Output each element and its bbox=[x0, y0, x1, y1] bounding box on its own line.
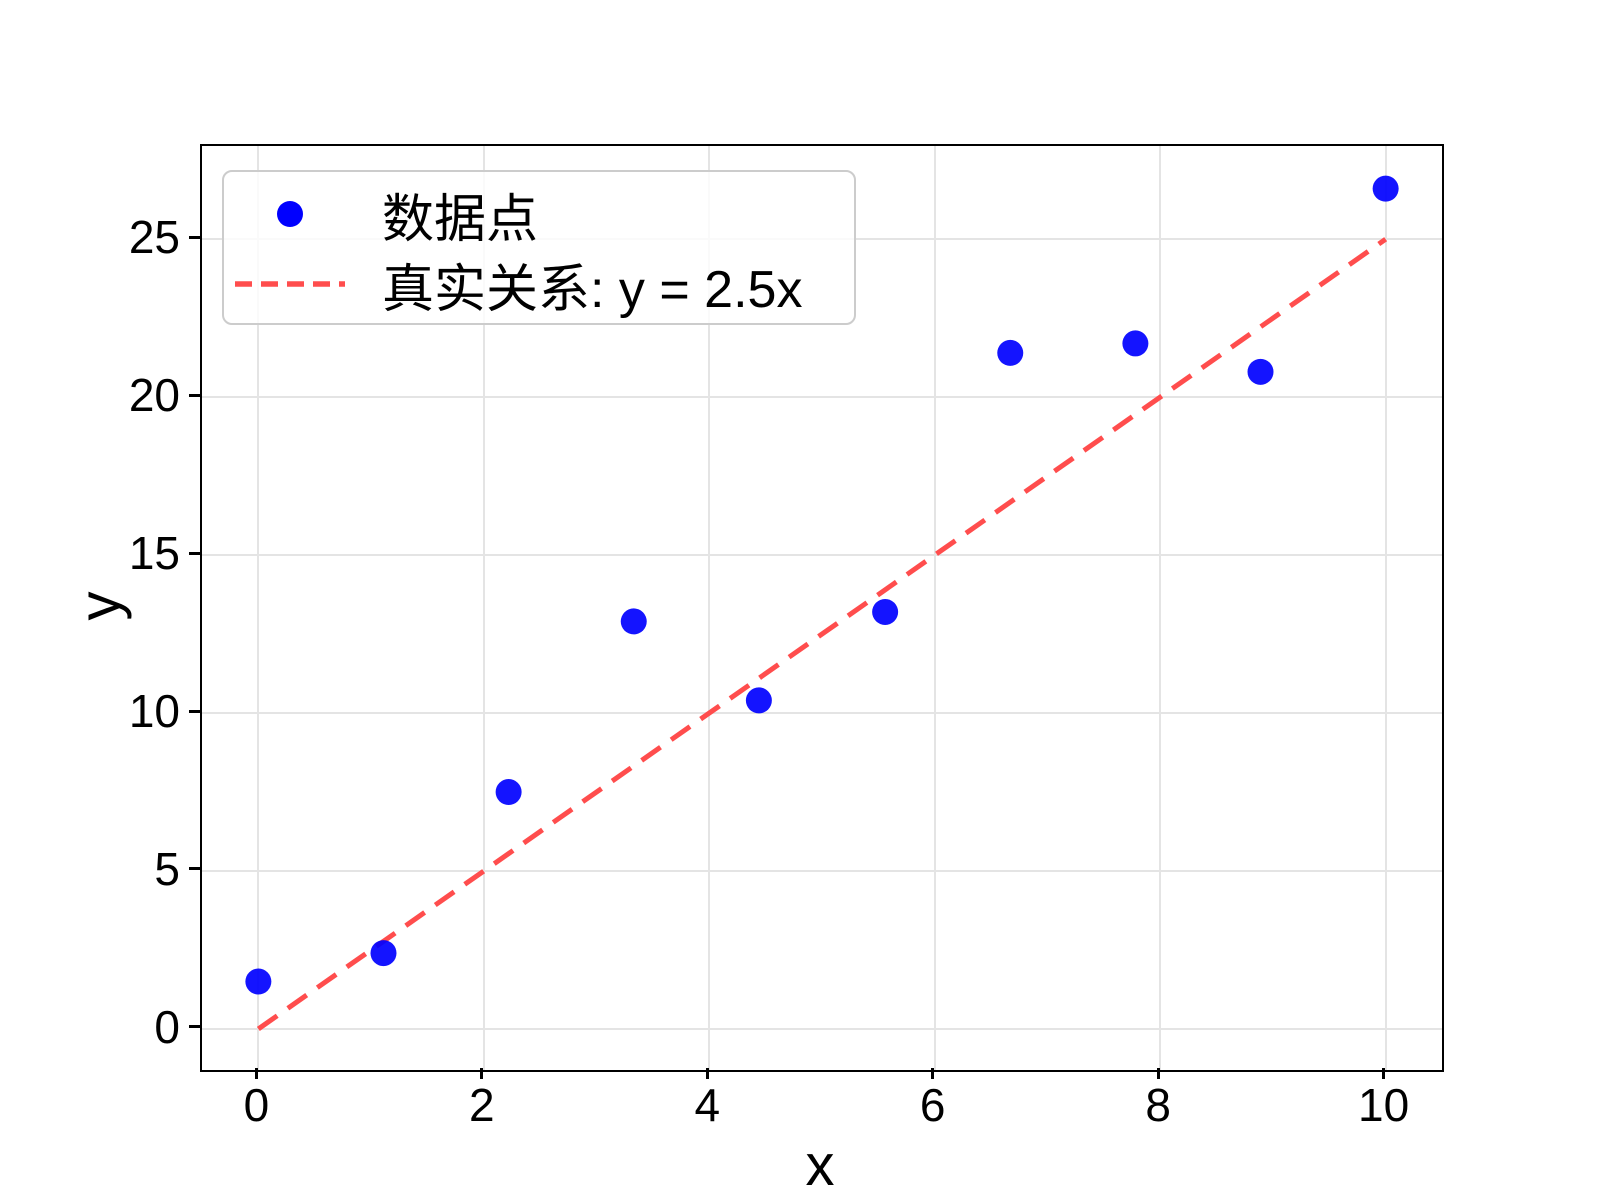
gridline-horizontal bbox=[202, 1027, 1442, 1030]
gridline-horizontal bbox=[202, 869, 1442, 872]
data-point bbox=[745, 687, 772, 714]
data-point bbox=[1122, 330, 1149, 357]
legend-label-true-relation: 真实关系: y = 2.5x bbox=[382, 260, 803, 319]
y-tick-label: 25 bbox=[128, 211, 180, 264]
chart-canvas bbox=[245, 175, 1399, 1031]
gridline-horizontal bbox=[202, 554, 1442, 557]
y-tick-mark bbox=[189, 709, 200, 713]
gridline-vertical bbox=[708, 146, 711, 1070]
x-tick-mark bbox=[1156, 1068, 1160, 1079]
y-tick-label: 0 bbox=[154, 1000, 180, 1053]
x-tick-mark bbox=[254, 1068, 258, 1079]
x-tick-mark bbox=[480, 1068, 484, 1079]
gridline-vertical bbox=[933, 146, 936, 1070]
x-tick-label: 6 bbox=[919, 1079, 946, 1131]
data-point bbox=[1247, 358, 1274, 385]
x-tick-mark bbox=[705, 1068, 709, 1079]
data-point bbox=[997, 339, 1024, 366]
y-tick-mark bbox=[189, 393, 200, 397]
x-tick-mark bbox=[931, 1068, 935, 1079]
y-tick-label: 15 bbox=[128, 527, 180, 580]
x-tick-label: 2 bbox=[469, 1079, 495, 1131]
y-tick-label: 5 bbox=[154, 842, 180, 895]
x-tick-label: 10 bbox=[1358, 1079, 1410, 1131]
y-tick-mark bbox=[189, 551, 200, 555]
gridline-horizontal bbox=[202, 396, 1442, 399]
legend-marker-box bbox=[224, 201, 356, 227]
y-tick-mark bbox=[189, 867, 200, 871]
y-tick-mark bbox=[189, 1025, 200, 1029]
gridline-horizontal bbox=[202, 712, 1442, 715]
data-point bbox=[495, 779, 522, 806]
data-point bbox=[370, 940, 397, 967]
x-axis-label: x bbox=[805, 1133, 835, 1198]
y-tick-mark bbox=[189, 235, 200, 239]
data-point bbox=[872, 598, 899, 625]
legend: 数据点 真实关系: y = 2.5x bbox=[222, 170, 856, 325]
legend-label-data-points: 数据点 bbox=[382, 190, 539, 249]
gridline-vertical bbox=[1384, 146, 1387, 1070]
gridline-vertical bbox=[257, 146, 260, 1070]
legend-entry-true-relation: 真实关系: y = 2.5x bbox=[224, 249, 854, 319]
legend-marker-box bbox=[224, 279, 356, 289]
y-axis-label: y bbox=[67, 591, 133, 621]
data-point bbox=[620, 608, 647, 635]
data-point bbox=[245, 968, 272, 995]
x-tick-label: 4 bbox=[694, 1079, 721, 1131]
scatter-dot-icon bbox=[277, 201, 303, 227]
data-point bbox=[1372, 175, 1399, 202]
true-relation-line bbox=[256, 237, 1388, 1031]
y-tick-label: 10 bbox=[128, 685, 180, 738]
x-tick-mark bbox=[1382, 1068, 1386, 1079]
x-tick-label: 0 bbox=[243, 1079, 270, 1131]
gridline-vertical bbox=[1159, 146, 1162, 1070]
x-tick-label: 8 bbox=[1145, 1079, 1171, 1131]
dashed-line-icon bbox=[235, 281, 345, 287]
y-tick-label: 20 bbox=[128, 369, 180, 422]
legend-entry-data-points: 数据点 bbox=[224, 179, 854, 249]
gridline-vertical bbox=[482, 146, 485, 1070]
